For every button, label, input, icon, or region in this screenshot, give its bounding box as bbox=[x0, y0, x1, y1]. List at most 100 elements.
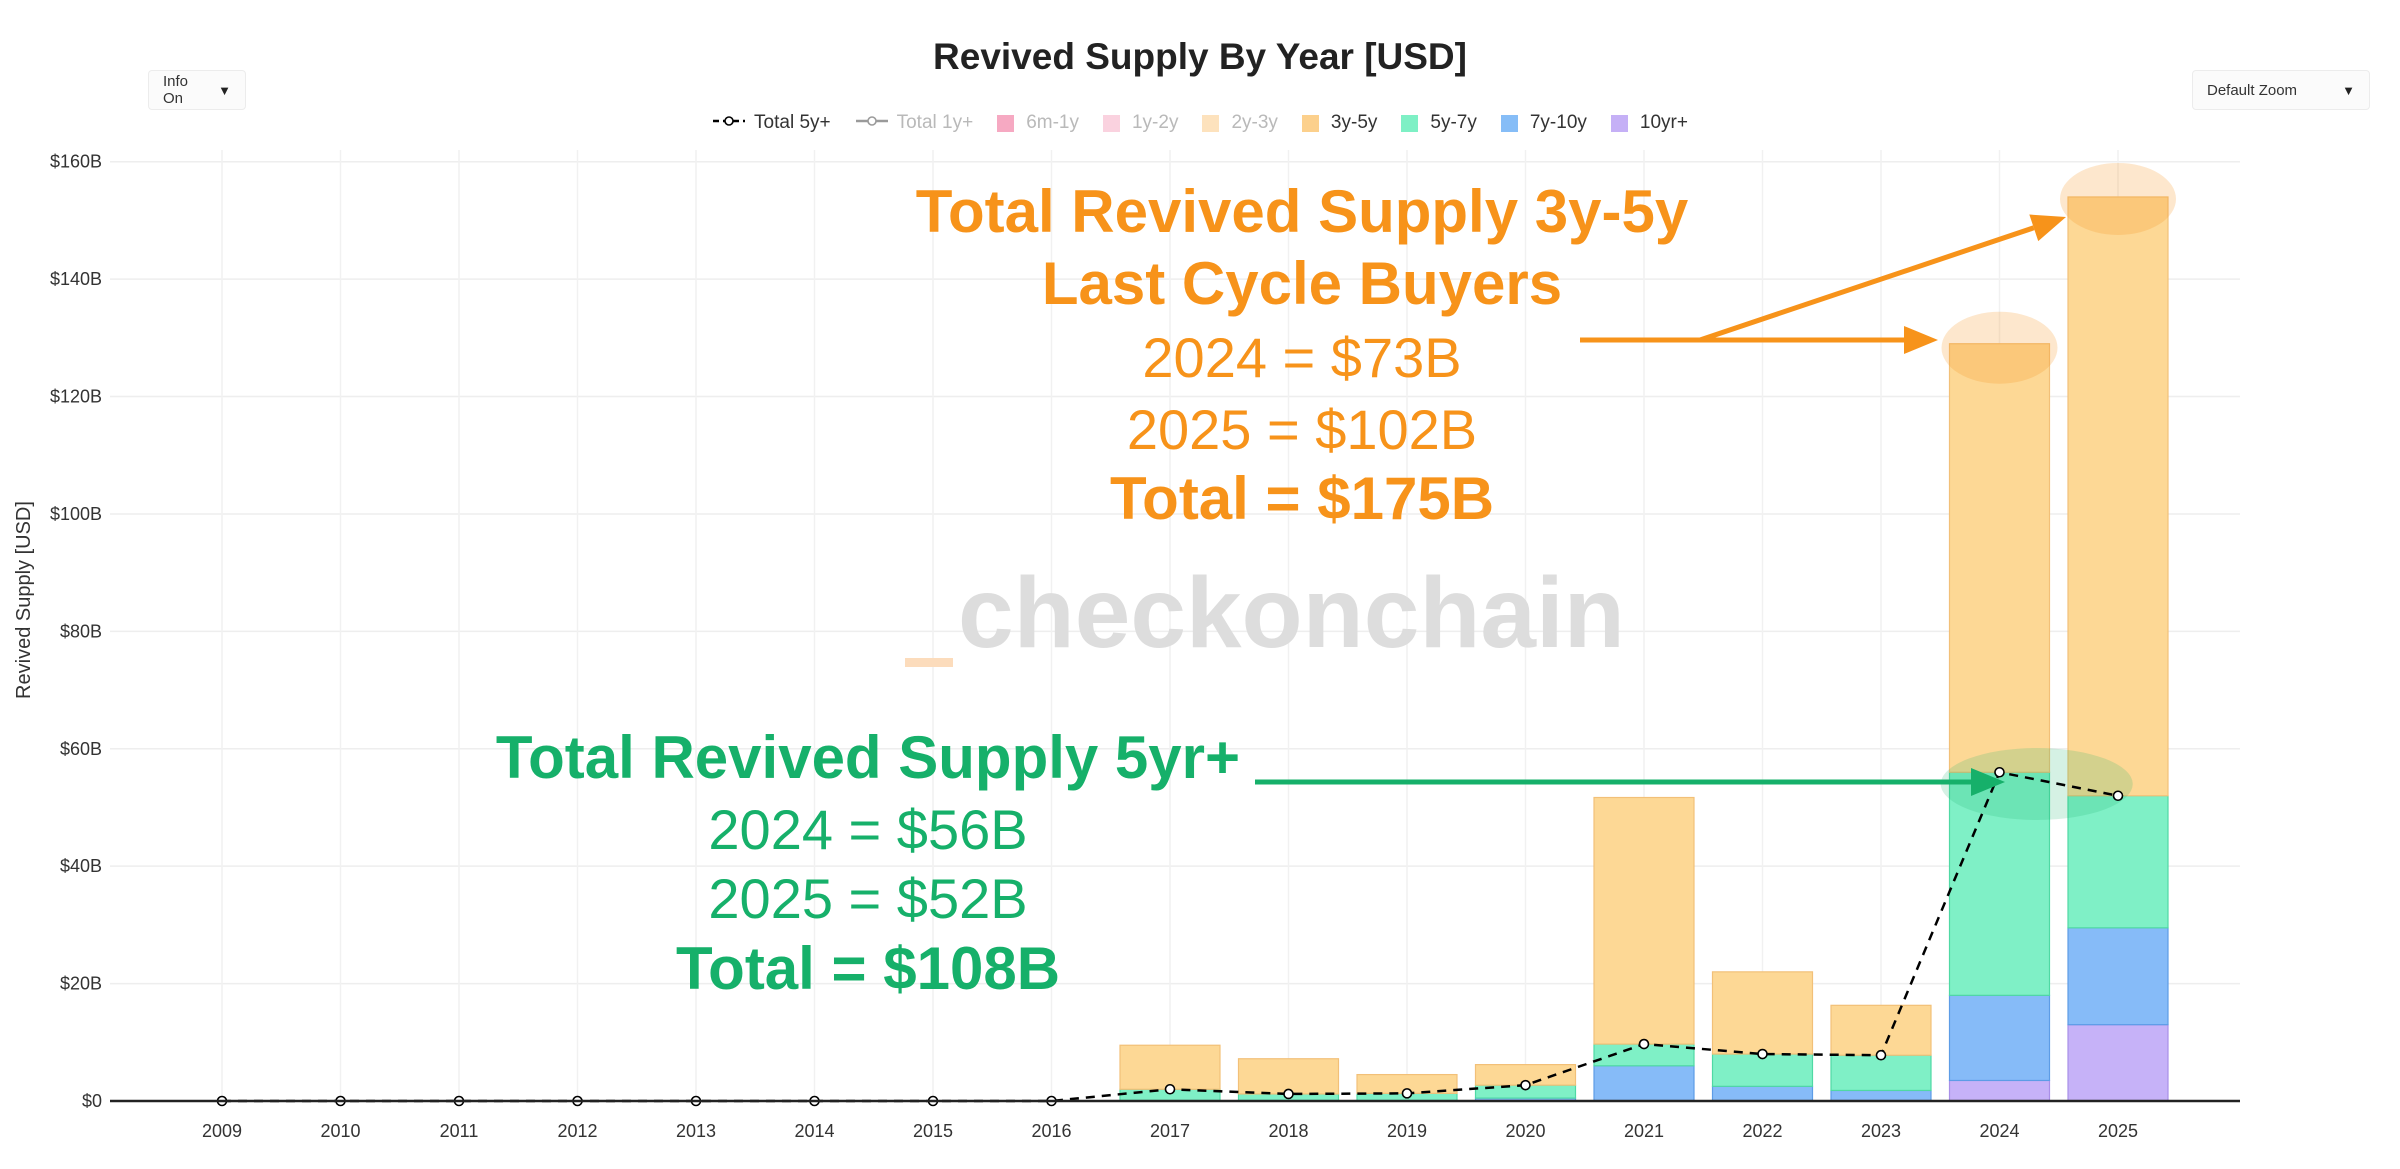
annotation-orange-subtitle: Last Cycle Buyers bbox=[1042, 250, 1562, 317]
arrow-to-2024 bbox=[1580, 326, 1938, 354]
legend-swatch bbox=[1401, 114, 1419, 132]
bar-10yrplus-2025[interactable] bbox=[2067, 1024, 2169, 1102]
chart-legend: Total 5y+ Total 1y+ 6m-1y 1y-2y 2y-3y 3y-5y 5y… bbox=[0, 112, 2400, 134]
annotations: Total Revived Supply 3y-5y Last Cycle Bu… bbox=[496, 178, 1689, 1002]
y-tick-label: $0 bbox=[82, 1091, 102, 1111]
x-tick-label: 2014 bbox=[794, 1121, 834, 1141]
legend-swatch bbox=[1102, 114, 1120, 132]
chart-title: Revived Supply By Year [USD] bbox=[933, 36, 1467, 77]
annotation-green-2025: 2025 = $52B bbox=[708, 867, 1027, 930]
bar-3y-5y-2022[interactable] bbox=[1711, 971, 1814, 1055]
bar-3y-5y-2025[interactable] bbox=[2067, 196, 2169, 797]
y-tick-label: $100B bbox=[50, 504, 102, 524]
point-total-5y-2019[interactable] bbox=[1401, 1088, 1413, 1099]
x-tick-label: 2024 bbox=[1979, 1121, 2019, 1141]
legend-swatch bbox=[1610, 114, 1628, 132]
x-tick-label: 2021 bbox=[1624, 1121, 1664, 1141]
legend-label: Total 5y+ bbox=[754, 112, 831, 133]
annotation-orange-2024: 2024 = $73B bbox=[1142, 326, 1461, 389]
legend-label: Total 1y+ bbox=[896, 112, 974, 133]
bar-10yrplus-2024[interactable] bbox=[1948, 1079, 2051, 1102]
bar-5y-7y-2022[interactable] bbox=[1711, 1053, 1814, 1087]
highlight-2024-top bbox=[1941, 311, 2058, 384]
x-tick-label: 2015 bbox=[913, 1121, 953, 1141]
info-toggle-dropdown[interactable]: Info On ▼ bbox=[148, 70, 246, 110]
bar-7y-10y-2022[interactable] bbox=[1711, 1085, 1814, 1102]
x-tick-label: 2013 bbox=[676, 1121, 716, 1141]
chevron-down-icon: ▼ bbox=[218, 82, 231, 98]
bar-7y-10y-2025[interactable] bbox=[2067, 927, 2169, 1026]
y-tick-label: $120B bbox=[50, 387, 102, 407]
point-total-5y-2025[interactable] bbox=[2112, 790, 2124, 802]
watermark-accent-bar bbox=[905, 658, 953, 667]
bar-5y-7y-2024[interactable] bbox=[1948, 771, 2051, 996]
y-tick-label: $40B bbox=[60, 856, 102, 876]
legend-swatch bbox=[997, 114, 1015, 132]
legend-item-5y-7y[interactable]: 5y-7y bbox=[1401, 112, 1477, 134]
chevron-down-icon: ▼ bbox=[2342, 82, 2355, 98]
legend-label: 1y-2y bbox=[1131, 112, 1179, 133]
highlight-ellipses bbox=[1940, 162, 2176, 820]
bar-3y-5y-2021[interactable] bbox=[1593, 796, 1695, 1045]
legend-label: 6m-1y bbox=[1026, 112, 1079, 133]
y-tick-label: $80B bbox=[60, 621, 102, 641]
x-tick-label: 2020 bbox=[1505, 1121, 1545, 1141]
point-total-5y-2024[interactable] bbox=[1994, 766, 2005, 778]
x-tick-label: 2023 bbox=[1861, 1121, 1901, 1141]
arrow-to-5yr-plus bbox=[1255, 768, 2005, 796]
highlight-5yr-plus bbox=[1940, 748, 2133, 820]
legend-item-2y-3y[interactable]: 2y-3y bbox=[1202, 112, 1278, 134]
legend-item-1y-2y[interactable]: 1y-2y bbox=[1102, 112, 1179, 134]
legend-label: 7y-10y bbox=[1529, 112, 1587, 133]
x-tick-label: 2025 bbox=[2098, 1121, 2138, 1141]
annotation-orange-total: Total = $175B bbox=[1110, 465, 1494, 532]
watermark-text: checkonchain bbox=[958, 557, 1625, 669]
bar-7y-10y-2023[interactable] bbox=[1830, 1089, 1932, 1102]
legend-label: 3y-5y bbox=[1330, 112, 1378, 133]
x-tick-label: 2018 bbox=[1268, 1121, 1308, 1141]
bar-3y-5y-2023[interactable] bbox=[1830, 1004, 1932, 1056]
x-tick-label: 2016 bbox=[1031, 1121, 1071, 1141]
legend-item-total-5y-[interactable]: Total 5y+ bbox=[712, 112, 831, 134]
x-tick-label: 2012 bbox=[557, 1121, 597, 1141]
bar-7y-10y-2024[interactable] bbox=[1948, 994, 2051, 1082]
annotation-green-2024: 2024 = $56B bbox=[708, 798, 1027, 861]
annotation-green-title: Total Revived Supply 5yr+ bbox=[496, 724, 1240, 791]
x-tick-label: 2017 bbox=[1150, 1121, 1190, 1141]
bar-3y-5y-2024[interactable] bbox=[1948, 343, 2051, 773]
legend-item-7y-10y[interactable]: 7y-10y bbox=[1500, 112, 1587, 134]
zoom-dropdown[interactable]: Default Zoom ▼ bbox=[2192, 70, 2370, 110]
y-tick-label: $160B bbox=[50, 152, 102, 172]
y-tick-label: $60B bbox=[60, 739, 102, 759]
point-total-5y-2018[interactable] bbox=[1283, 1088, 1294, 1100]
bar-3y-5y-2017[interactable] bbox=[1119, 1044, 1221, 1090]
watermark: checkonchain bbox=[905, 557, 1625, 669]
arrow-to-2025 bbox=[1699, 214, 2066, 343]
point-total-5y-2022[interactable] bbox=[1757, 1048, 1768, 1060]
point-total-5y-2021[interactable] bbox=[1638, 1038, 1650, 1050]
legend-item-total-1y-[interactable]: Total 1y+ bbox=[855, 112, 974, 134]
legend-item-3y-5y[interactable]: 3y-5y bbox=[1301, 112, 1378, 134]
legend-label: 2y-3y bbox=[1231, 112, 1278, 133]
y-tick-label: $20B bbox=[60, 974, 102, 994]
legend-label: 10yr+ bbox=[1639, 112, 1688, 133]
legend-item-10yr-[interactable]: 10yr+ bbox=[1610, 112, 1688, 134]
annotation-arrows bbox=[1255, 214, 2066, 796]
point-total-5y-2017[interactable] bbox=[1164, 1083, 1176, 1095]
point-total-5y-2023[interactable] bbox=[1875, 1049, 1887, 1061]
y-tick-label: $140B bbox=[50, 269, 102, 289]
legend-line-icon bbox=[855, 112, 889, 134]
legend-item-6m-1y[interactable]: 6m-1y bbox=[997, 112, 1079, 134]
point-total-5y-2020[interactable] bbox=[1520, 1079, 1531, 1091]
x-tick-label: 2019 bbox=[1387, 1121, 1427, 1141]
x-tick-label: 2009 bbox=[202, 1121, 242, 1141]
legend-swatch bbox=[1500, 114, 1518, 132]
bar-7y-10y-2021[interactable] bbox=[1593, 1065, 1695, 1102]
bar-5y-7y-2025[interactable] bbox=[2067, 795, 2169, 929]
legend-swatch bbox=[1202, 114, 1220, 132]
zoom-dropdown-label: Default Zoom bbox=[2207, 81, 2298, 99]
x-tick-label: 2022 bbox=[1742, 1121, 1782, 1141]
annotation-orange-2025: 2025 = $102B bbox=[1127, 398, 1477, 461]
highlight-2025-top bbox=[2060, 162, 2176, 235]
